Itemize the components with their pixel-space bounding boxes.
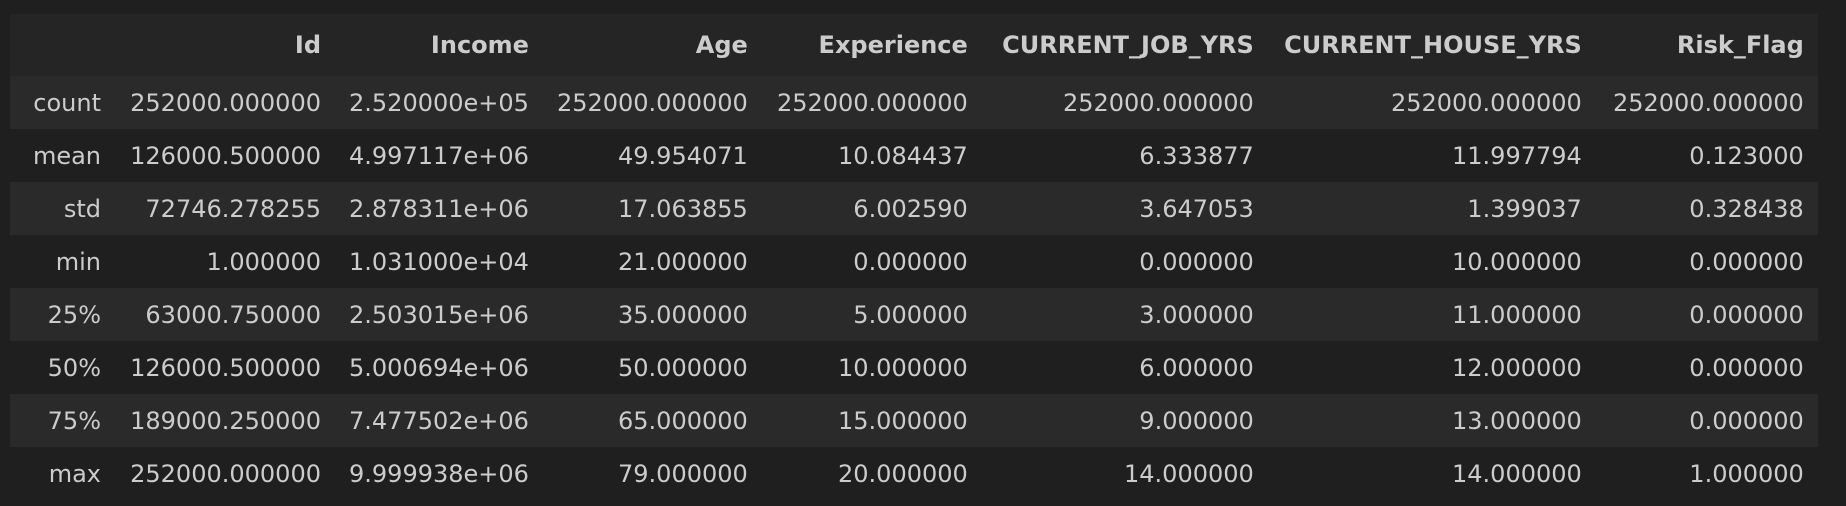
table-cell: 5.000000 (853, 300, 968, 329)
table-cell: 3.000000 (1139, 300, 1254, 329)
column-header-experience: Experience (761, 14, 982, 76)
table-cell: 1.000000 (1689, 459, 1804, 488)
row-index-label: 25% (47, 300, 101, 329)
table-cell: 79.000000 (618, 459, 748, 488)
describe-dataframe-table: Id Income Age Experience CURRENT_JOB_YRS… (10, 14, 1818, 500)
table-cell: 252000.000000 (130, 459, 321, 488)
table-cell: 50.000000 (618, 353, 748, 382)
row-index-label: count (33, 88, 101, 117)
table-cell: 0.000000 (1689, 406, 1804, 435)
table-cell: 0.000000 (1689, 300, 1804, 329)
table-cell: 5.000694e+06 (349, 353, 529, 382)
table-header: Id Income Age Experience CURRENT_JOB_YRS… (10, 14, 1818, 76)
table-row: min 1.000000 1.031000e+04 21.000000 0.000000… (10, 235, 1818, 288)
table-cell: 126000.500000 (130, 353, 321, 382)
table-cell: 12.000000 (1452, 353, 1582, 382)
table-cell: 2.878311e+06 (349, 194, 529, 223)
table-cell: 13.000000 (1452, 406, 1582, 435)
table-cell: 14.000000 (1452, 459, 1582, 488)
table-row: 25% 63000.750000 2.503015e+06 35.000000 5.00… (10, 288, 1818, 341)
table-cell: 252000.000000 (1390, 88, 1582, 117)
table-cell: 1.399037 (1467, 194, 1582, 223)
table-cell: 65.000000 (618, 406, 748, 435)
table-cell: 0.000000 (1689, 247, 1804, 276)
table-cell: 7.477502e+06 (349, 406, 529, 435)
notebook-output-area: Id Income Age Experience CURRENT_JOB_YRS… (10, 14, 1818, 500)
table-cell: 2.520000e+05 (349, 88, 529, 117)
column-header-risk-flag: Risk_Flag (1595, 14, 1818, 76)
table-cell: 11.997794 (1452, 141, 1582, 170)
table-cell: 72746.278255 (145, 194, 321, 223)
table-cell: 17.063855 (618, 194, 748, 223)
table-cell: 21.000000 (618, 247, 748, 276)
row-index-label: min (55, 247, 101, 276)
table-cell: 0.000000 (1139, 247, 1254, 276)
table-row: max 252000.000000 9.999938e+06 79.000000 20.… (10, 447, 1818, 500)
row-index-label: 75% (47, 406, 101, 435)
table-cell: 10.000000 (838, 353, 968, 382)
index-column-header (10, 14, 115, 76)
table-cell: 6.333877 (1139, 141, 1254, 170)
row-index-label: max (48, 459, 101, 488)
table-cell: 1.031000e+04 (349, 247, 529, 276)
row-index-label: mean (32, 141, 101, 170)
column-header-income: Income (335, 14, 543, 76)
column-header-current-job-yrs: CURRENT_JOB_YRS (981, 14, 1268, 76)
table-cell: 4.997117e+06 (349, 141, 529, 170)
table-cell: 1.000000 (206, 247, 321, 276)
table-cell: 252000.000000 (1612, 88, 1804, 117)
table-cell: 0.000000 (853, 247, 968, 276)
table-cell: 252000.000000 (130, 88, 321, 117)
table-row: 75% 189000.250000 7.477502e+06 65.000000 15.… (10, 394, 1818, 447)
table-cell: 35.000000 (618, 300, 748, 329)
table-cell: 0.123000 (1689, 141, 1804, 170)
table-cell: 6.000000 (1139, 353, 1254, 382)
column-header-age: Age (542, 14, 762, 76)
table-row: count 252000.000000 2.520000e+05 252000.000… (10, 76, 1818, 129)
column-header-current-house-yrs: CURRENT_HOUSE_YRS (1267, 14, 1596, 76)
table-cell: 10.000000 (1452, 247, 1582, 276)
table-cell: 0.328438 (1689, 194, 1804, 223)
table-cell: 49.954071 (618, 141, 748, 170)
table-cell: 0.000000 (1689, 353, 1804, 382)
table-cell: 6.002590 (853, 194, 968, 223)
table-cell: 9.000000 (1139, 406, 1254, 435)
table-cell: 11.000000 (1452, 300, 1582, 329)
table-cell: 2.503015e+06 (349, 300, 529, 329)
table-row: std 72746.278255 2.878311e+06 17.063855 6.00… (10, 182, 1818, 235)
table-cell: 3.647053 (1139, 194, 1254, 223)
table-cell: 20.000000 (838, 459, 968, 488)
table-cell: 126000.500000 (130, 141, 321, 170)
column-header-id: Id (115, 14, 335, 76)
table-body: count 252000.000000 2.520000e+05 252000.000… (10, 76, 1818, 500)
row-index-label: std (63, 194, 101, 223)
table-cell: 252000.000000 (556, 88, 748, 117)
header-row: Id Income Age Experience CURRENT_JOB_YRS… (10, 14, 1818, 76)
table-cell: 9.999938e+06 (349, 459, 529, 488)
table-cell: 252000.000000 (776, 88, 968, 117)
table-row: 50% 126000.500000 5.000694e+06 50.000000 10.… (10, 341, 1818, 394)
row-index-label: 50% (47, 353, 101, 382)
table-cell: 10.084437 (838, 141, 968, 170)
table-cell: 252000.000000 (1062, 88, 1254, 117)
table-cell: 14.000000 (1124, 459, 1254, 488)
table-row: mean 126000.500000 4.997117e+06 49.954071 10… (10, 129, 1818, 182)
table-cell: 189000.250000 (130, 406, 321, 435)
table-cell: 15.000000 (838, 406, 968, 435)
table-cell: 63000.750000 (145, 300, 321, 329)
